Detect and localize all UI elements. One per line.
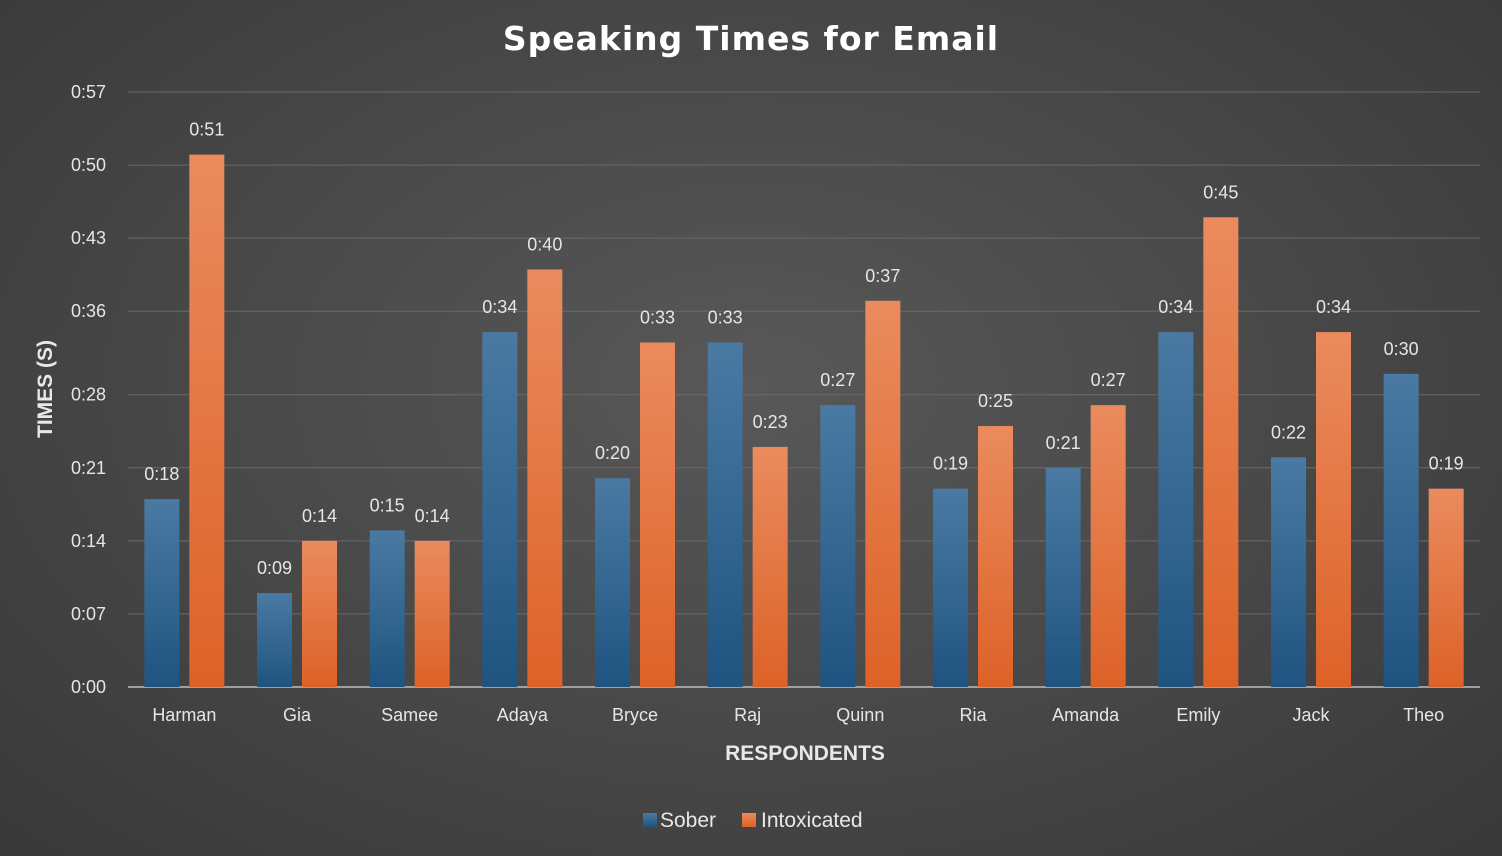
x-tick-label: Jack <box>1292 705 1330 725</box>
data-label-sober: 0:27 <box>820 370 855 390</box>
gridlines <box>128 91 1480 688</box>
y-axis-title: TIMES (S) <box>34 340 57 438</box>
bar-sober <box>707 342 743 687</box>
bar-sober <box>1383 373 1419 687</box>
y-tick-label: 0:21 <box>71 458 106 478</box>
x-axis-ticks: Harman Gia Samee Adaya Bryce Raj Quinn Ria Amand… <box>152 705 1444 725</box>
bar-intoxicated <box>1090 405 1126 687</box>
data-label-intoxicated: 0:33 <box>640 308 675 328</box>
legend-label-intoxicated: Intoxicated <box>761 809 863 832</box>
bar-intoxicated <box>865 300 901 687</box>
data-label-sober: 0:15 <box>370 495 405 515</box>
data-label-intoxicated: 0:14 <box>415 506 450 526</box>
y-tick-label: 0:36 <box>71 301 106 321</box>
data-label-intoxicated: 0:40 <box>527 234 562 254</box>
chart-title: Speaking Times for Email <box>503 19 999 58</box>
data-label-sober: 0:18 <box>144 464 179 484</box>
data-label-intoxicated: 0:23 <box>753 412 788 432</box>
bar-sober <box>595 478 630 687</box>
bar-intoxicated <box>1203 217 1239 687</box>
bar-intoxicated <box>189 154 225 687</box>
x-tick-label: Raj <box>734 705 761 725</box>
bar-sober <box>1158 332 1194 687</box>
data-label-intoxicated: 0:34 <box>1316 297 1351 317</box>
data-label-sober: 0:21 <box>1046 433 1081 453</box>
y-tick-label: 0:07 <box>71 604 106 624</box>
bar-intoxicated <box>414 540 450 687</box>
bar-sober <box>144 499 180 687</box>
data-label-intoxicated: 0:25 <box>978 391 1013 411</box>
bar-intoxicated <box>1316 332 1351 687</box>
bar-sober <box>933 488 968 687</box>
data-label-intoxicated: 0:19 <box>1429 454 1464 474</box>
x-tick-label: Harman <box>152 705 216 725</box>
x-tick-label: Amanda <box>1052 705 1120 725</box>
x-tick-label: Ria <box>959 705 987 725</box>
data-label-sober: 0:34 <box>482 297 517 317</box>
data-label-intoxicated: 0:27 <box>1091 370 1126 390</box>
x-tick-label: Adaya <box>497 705 549 725</box>
legend-swatch-sober <box>643 813 657 827</box>
y-tick-label: 0:43 <box>71 228 106 248</box>
data-label-sober: 0:19 <box>933 454 968 474</box>
legend-swatch-intoxicated <box>742 813 756 827</box>
bars <box>144 154 1464 687</box>
x-tick-label: Quinn <box>836 705 884 725</box>
bar-sober <box>1271 457 1306 687</box>
x-tick-label: Theo <box>1403 705 1444 725</box>
bar-intoxicated <box>302 540 337 687</box>
x-tick-label: Emily <box>1176 705 1220 725</box>
bar-sober <box>482 332 518 687</box>
data-label-sober: 0:09 <box>257 558 292 578</box>
bar-intoxicated <box>1428 488 1464 687</box>
y-tick-label: 0:57 <box>71 82 106 102</box>
data-label-intoxicated: 0:51 <box>189 120 224 140</box>
bar-intoxicated <box>527 269 563 687</box>
bar-sober <box>1045 467 1081 687</box>
legend: Sober Intoxicated <box>643 809 863 832</box>
x-axis-title: RESPONDENTS <box>725 742 885 765</box>
bar-intoxicated <box>978 426 1013 687</box>
x-tick-label: Samee <box>381 705 438 725</box>
data-label-intoxicated: 0:37 <box>865 266 900 286</box>
y-tick-label: 0:00 <box>71 677 106 697</box>
data-label-sober: 0:34 <box>1158 297 1193 317</box>
x-tick-label: Bryce <box>612 705 658 725</box>
data-labels: 0:18 0:51 0:09 0:14 0:15 0:14 0:34 0:40 0:20 0:33… <box>144 120 1463 578</box>
bar-sober <box>257 593 292 687</box>
y-tick-label: 0:28 <box>71 385 106 405</box>
y-tick-label: 0:50 <box>71 155 106 175</box>
bar-sober <box>369 530 405 687</box>
data-label-sober: 0:33 <box>708 308 743 328</box>
bar-intoxicated <box>640 342 675 687</box>
data-label-sober: 0:20 <box>595 443 630 463</box>
bar-sober <box>820 405 856 687</box>
x-tick-label: Gia <box>283 705 312 725</box>
legend-label-sober: Sober <box>660 809 716 832</box>
y-tick-label: 0:14 <box>71 531 106 551</box>
data-label-sober: 0:30 <box>1384 339 1419 359</box>
data-label-intoxicated: 0:45 <box>1203 182 1238 202</box>
y-axis-ticks: 0:00 0:07 0:14 0:21 0:28 0:36 0:43 0:50 0:57 <box>71 82 106 697</box>
data-label-intoxicated: 0:14 <box>302 506 337 526</box>
bar-intoxicated <box>752 446 788 687</box>
data-label-sober: 0:22 <box>1271 422 1306 442</box>
